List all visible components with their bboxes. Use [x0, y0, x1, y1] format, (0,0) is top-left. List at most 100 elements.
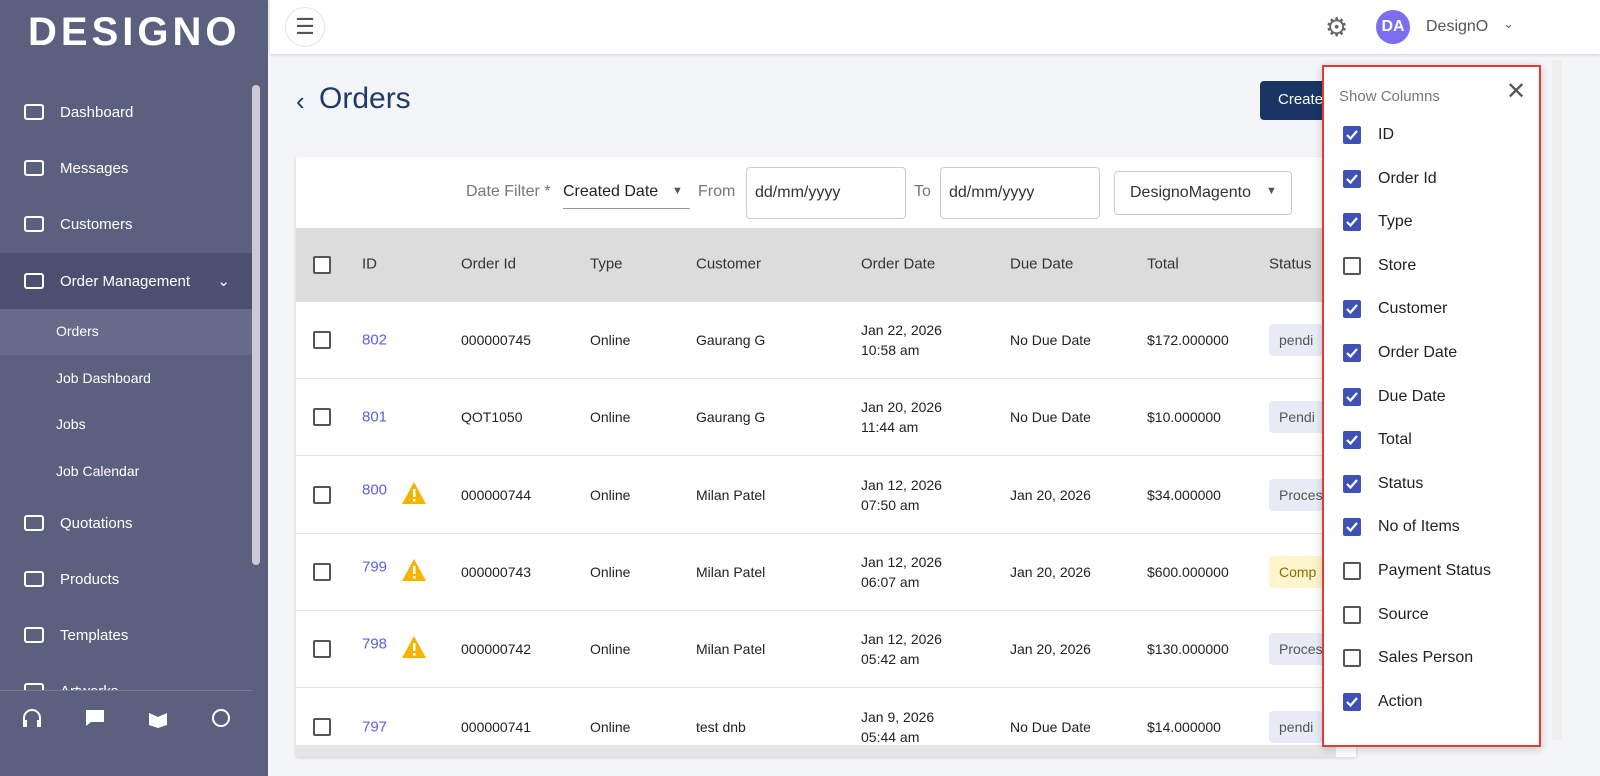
warning-icon: [401, 635, 427, 659]
column-checkbox[interactable]: [1343, 213, 1361, 232]
checkbox[interactable]: [313, 408, 331, 427]
order-link[interactable]: 799: [362, 558, 388, 576]
date-input[interactable]: dd/mm/yyyy: [940, 167, 1100, 219]
nav-item[interactable]: Products: [0, 551, 252, 607]
column-checkbox[interactable]: [1343, 562, 1361, 580]
column-checkbox[interactable]: [1343, 300, 1361, 319]
column-checkbox[interactable]: [1343, 474, 1361, 493]
column-label[interactable]: Type: [1378, 213, 1413, 231]
scrollbar[interactable]: [252, 85, 260, 565]
column-checkbox[interactable]: [1343, 387, 1361, 406]
nav-label[interactable]: Dashboard: [60, 103, 134, 121]
user-caret[interactable]: ⌄: [1503, 16, 1514, 31]
table-scrollbar[interactable]: [296, 745, 1336, 757]
column-header[interactable]: Type: [590, 255, 623, 273]
checkbox[interactable]: [313, 640, 331, 659]
nav-icon: [24, 627, 44, 643]
cell: 07:50 am: [861, 496, 920, 513]
column-checkbox[interactable]: [1343, 605, 1361, 624]
column-label[interactable]: Total: [1378, 431, 1412, 449]
nav-item[interactable]: Order Management ⌄: [0, 253, 252, 309]
back-icon[interactable]: ‹: [296, 86, 305, 116]
table-row: [296, 457, 1356, 534]
settings-icon[interactable]: ⚙: [1325, 12, 1349, 42]
filter-select[interactable]: Created Date: [563, 183, 690, 209]
column-checkbox[interactable]: [1343, 169, 1361, 188]
chat-icon[interactable]: [84, 707, 106, 729]
store-select[interactable]: DesignoMagento: [1114, 171, 1292, 215]
column-checkbox[interactable]: [1343, 431, 1361, 450]
nav-label[interactable]: Templates: [60, 626, 129, 644]
nav-label[interactable]: Order Management: [60, 272, 191, 290]
filter-label: From: [698, 183, 736, 200]
column-label[interactable]: Action: [1378, 692, 1423, 710]
checkbox[interactable]: [313, 331, 331, 349]
cell: QOT1050: [461, 409, 523, 426]
status-chip: pendi: [1269, 324, 1324, 356]
order-link[interactable]: 797: [362, 718, 388, 735]
nav-item[interactable]: Templates: [0, 607, 252, 663]
guide-icon[interactable]: [147, 707, 169, 729]
column-header[interactable]: Status: [1269, 255, 1312, 273]
column-label[interactable]: Order Id: [1378, 169, 1437, 187]
column-label[interactable]: Store: [1378, 256, 1417, 274]
date-input[interactable]: dd/mm/yyyy: [746, 167, 906, 219]
column-checkbox[interactable]: [1343, 518, 1361, 537]
nav-item[interactable]: Dashboard: [0, 84, 252, 140]
order-link[interactable]: 800: [362, 481, 388, 499]
column-header[interactable]: ID: [362, 255, 377, 273]
submenu-item[interactable]: [0, 309, 252, 355]
expand-icon[interactable]: ⌄: [217, 273, 230, 290]
order-link[interactable]: 802: [362, 331, 388, 349]
checkbox[interactable]: [313, 717, 331, 736]
column-checkbox[interactable]: [1343, 649, 1361, 668]
nav-item[interactable]: Customers: [0, 196, 252, 252]
column-label[interactable]: Order Date: [1378, 344, 1458, 361]
nav-label[interactable]: Customers: [60, 215, 133, 233]
column-checkbox[interactable]: [1343, 344, 1361, 362]
submenu-item[interactable]: [0, 402, 252, 448]
select-caret[interactable]: ▼: [672, 185, 683, 197]
submenu-label[interactable]: Orders: [56, 323, 99, 339]
nav-item[interactable]: Quotations: [0, 495, 252, 551]
nav-label[interactable]: Products: [60, 570, 120, 588]
select-caret[interactable]: ▼: [1266, 185, 1277, 197]
page-scrollbar[interactable]: [1552, 60, 1562, 740]
column-label[interactable]: Customer: [1378, 300, 1448, 318]
checkbox[interactable]: [313, 485, 331, 504]
column-header[interactable]: Total: [1147, 255, 1179, 273]
checkbox[interactable]: [313, 562, 331, 581]
cell: Online: [590, 641, 631, 658]
column-label[interactable]: Due Date: [1378, 387, 1446, 405]
submenu-label[interactable]: Job Dashboard: [56, 370, 151, 386]
column-checkbox[interactable]: [1343, 126, 1361, 144]
column-label[interactable]: Source: [1378, 605, 1429, 623]
column-header[interactable]: Order Date: [861, 255, 936, 273]
column-header[interactable]: Order Id: [461, 255, 517, 273]
status-chip: Pendi: [1269, 401, 1325, 434]
checkbox[interactable]: [313, 256, 331, 274]
avatar[interactable]: DA: [1376, 10, 1410, 44]
nav-label[interactable]: Messages: [60, 159, 129, 177]
column-checkbox[interactable]: [1343, 256, 1361, 275]
nav-label[interactable]: Quotations: [60, 514, 133, 532]
column-label[interactable]: Sales Person: [1378, 649, 1474, 667]
menu-button[interactable]: ☰: [285, 7, 325, 47]
column-label[interactable]: ID: [1378, 126, 1394, 143]
column-label[interactable]: Payment Status: [1378, 562, 1491, 579]
nav-item[interactable]: Messages: [0, 140, 252, 196]
column-label[interactable]: Status: [1378, 474, 1424, 492]
user-name[interactable]: DesignO: [1426, 18, 1489, 35]
column-label[interactable]: No of Items: [1378, 518, 1460, 536]
column-header[interactable]: Due Date: [1010, 255, 1074, 273]
whatsapp-icon[interactable]: [210, 707, 232, 729]
logo[interactable]: DESIGNO: [28, 10, 241, 54]
column-checkbox[interactable]: [1343, 692, 1361, 711]
close-button[interactable]: ✕: [1506, 78, 1527, 105]
column-header[interactable]: Customer: [696, 255, 762, 273]
submenu-label[interactable]: Job Calendar: [56, 463, 140, 479]
submenu-label[interactable]: Jobs: [56, 416, 86, 432]
order-link[interactable]: 798: [362, 635, 388, 653]
order-link[interactable]: 801: [362, 408, 388, 426]
support-icon[interactable]: [21, 707, 43, 729]
